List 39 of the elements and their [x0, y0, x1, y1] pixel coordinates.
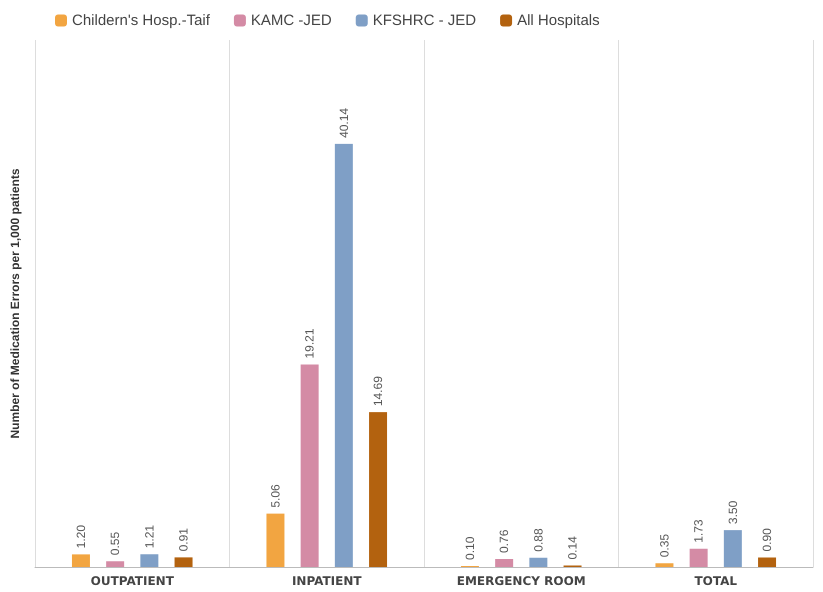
bar: [334, 144, 353, 567]
data-label: 3.50: [726, 500, 740, 524]
bar: [72, 554, 90, 567]
bar: [174, 557, 193, 567]
legend-label: Childern's Hosp.-Taif: [72, 12, 211, 29]
bar: [495, 558, 514, 567]
data-label: 0.10: [462, 536, 477, 560]
data-label: 0.91: [176, 528, 191, 552]
bar: [369, 412, 388, 567]
data-label: 0.14: [566, 536, 580, 560]
data-label: 40.14: [336, 108, 351, 138]
data-label: 14.69: [371, 376, 386, 406]
data-label: 5.06: [268, 484, 282, 508]
data-label: 1.73: [692, 519, 706, 543]
x-tick-label: OUTPATIENT: [90, 574, 175, 588]
legend-label: KAMC -JED: [250, 12, 332, 29]
bar: [140, 554, 158, 567]
y-axis-title: Number of Medication Errors per 1,000 patients: [8, 168, 22, 439]
data-label: 1.20: [74, 524, 88, 548]
data-label: 0.55: [108, 532, 122, 556]
data-label: 0.90: [760, 528, 774, 552]
data-label: 0.35: [657, 534, 672, 558]
legend-label: KFSHRC - JED: [372, 12, 476, 29]
bar: [724, 530, 742, 567]
legend-label: All Hospitals: [517, 12, 600, 29]
x-tick-label: EMERGENCY ROOM: [456, 574, 586, 588]
data-label: 1.21: [142, 524, 156, 548]
data-label: 0.76: [497, 529, 512, 553]
bar: [266, 514, 284, 567]
bar: [529, 558, 548, 567]
bar: [690, 548, 708, 567]
data-label: 19.21: [302, 328, 317, 359]
x-tick-label: TOTAL: [694, 574, 738, 588]
bar: [300, 364, 319, 567]
bar: [758, 558, 776, 567]
data-label: 0.88: [531, 528, 546, 552]
bar: [106, 561, 124, 567]
x-tick-label: INPATIENT: [292, 574, 362, 588]
bar: [655, 563, 674, 567]
